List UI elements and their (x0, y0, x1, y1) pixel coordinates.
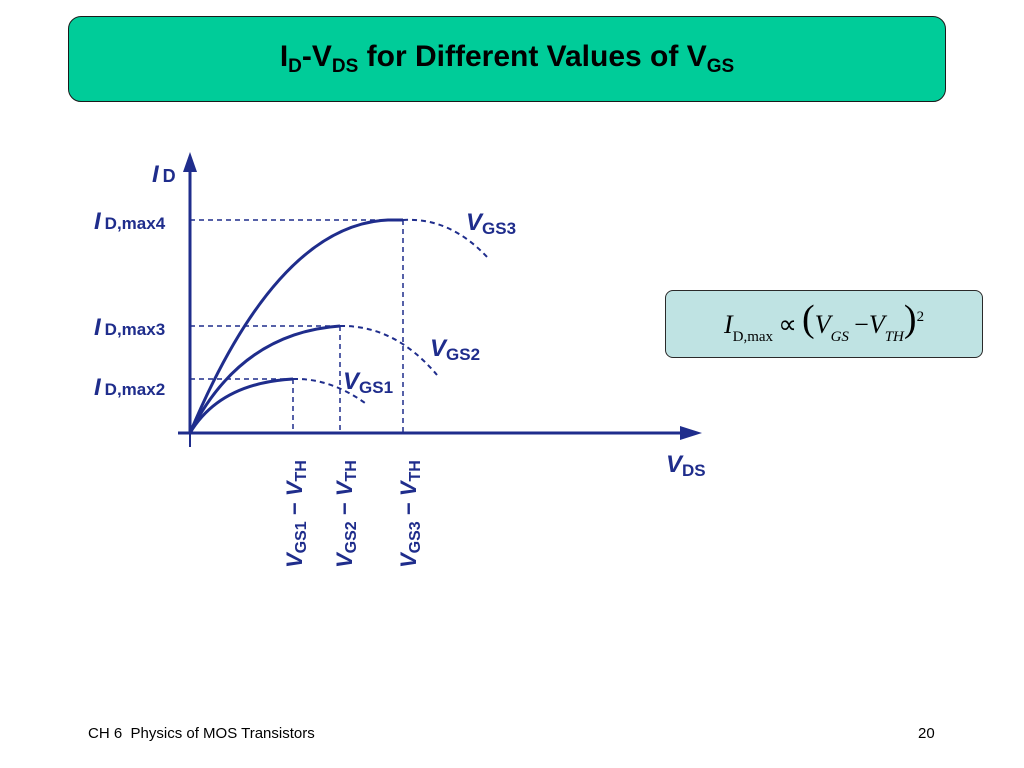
x-marker-vgs2-vth: VGS2 − VTH (332, 460, 360, 568)
x-axis-label: VDS (666, 451, 706, 480)
x-marker-vgs1-vth: VGS1 − VTH (282, 460, 310, 568)
formula-box: ID,max ∝ (VGS −VTH)2 (665, 290, 983, 358)
x-marker-vgs3-vth: VGS3 − VTH (396, 460, 424, 568)
curve-vgs1 (188, 377, 294, 434)
formula: ID,max ∝ (VGS −VTH)2 (723, 298, 925, 345)
curve-vgs3 (188, 218, 403, 434)
x-axis-arrow (680, 426, 702, 440)
curve-vgs2-dashed (339, 324, 438, 376)
footer-page-number: 20 (918, 725, 935, 742)
curve-vgs3-dashed (402, 218, 489, 259)
slide-title: ID-VDS for Different Values of VGS (279, 40, 735, 77)
y-axis-arrow (183, 152, 197, 172)
curve-label-vgs2: VGS2 (430, 335, 480, 364)
curve-vgs2 (188, 324, 341, 434)
curve-label-vgs3: VGS3 (466, 209, 516, 238)
y-label-idmax3: I D,max3 (94, 314, 165, 341)
y-label-idmax2: I D,max2 (94, 374, 165, 401)
footer-chapter: CH 6 Physics of MOS Transistors (88, 725, 315, 742)
curve-vgs1-dashed (292, 377, 366, 404)
curve-label-vgs1: VGS1 (343, 368, 393, 397)
y-label-idmax4: I D,max4 (94, 208, 166, 235)
slide-title-box: ID-VDS for Different Values of VGS (68, 16, 946, 102)
